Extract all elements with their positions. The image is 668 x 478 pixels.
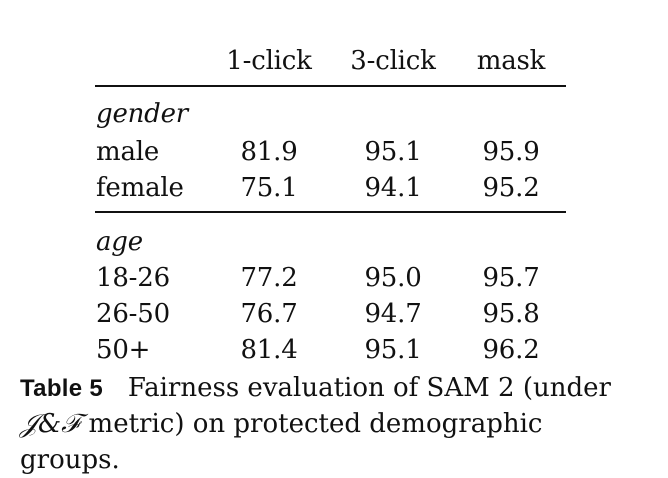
table-caption-line-1: Table 5 Fairness evaluation of SAM 2 (un… (20, 370, 650, 407)
header-1-click: 1-click (226, 46, 312, 76)
top-rule (95, 85, 566, 87)
table-caption-line-2: 𝒥&ℱ metric) on protected demographic gro… (20, 406, 650, 478)
cell-50-plus-1-click: 81.4 (240, 335, 298, 365)
row-label-18-26: 18-26 (96, 263, 170, 293)
cell-26-50-1-click: 76.7 (240, 299, 298, 329)
cell-male-1-click: 81.9 (240, 137, 298, 167)
cell-18-26-3-click: 95.0 (364, 263, 422, 293)
cell-male-mask: 95.9 (482, 137, 540, 167)
row-label-male: male (96, 137, 160, 167)
cell-50-plus-mask: 96.2 (482, 335, 540, 365)
header-3-click: 3-click (350, 46, 436, 76)
row-label-female: female (96, 173, 184, 203)
cell-male-3-click: 95.1 (364, 137, 422, 167)
row-label-50-plus: 50+ (96, 335, 151, 365)
caption-text-line-2: metric) on protected demographic groups. (20, 409, 543, 475)
caption-label: Table 5 (20, 375, 104, 402)
row-label-26-50: 26-50 (96, 299, 170, 329)
cell-26-50-mask: 95.8 (482, 299, 540, 329)
caption-metric-symbol: 𝒥&ℱ (20, 409, 81, 439)
header-mask: mask (476, 46, 546, 76)
caption-text-line-1: Fairness evaluation of SAM 2 (under (127, 373, 611, 403)
section-gender-heading: gender (96, 99, 189, 129)
cell-18-26-mask: 95.7 (482, 263, 540, 293)
section-rule (95, 211, 566, 213)
section-age-heading: age (96, 227, 143, 257)
cell-female-1-click: 75.1 (240, 173, 298, 203)
cell-female-3-click: 94.1 (364, 173, 422, 203)
cell-26-50-3-click: 94.7 (364, 299, 422, 329)
cell-50-plus-3-click: 95.1 (364, 335, 422, 365)
cell-female-mask: 95.2 (482, 173, 540, 203)
fairness-table: 1-click 3-click mask gender male 81.9 95… (95, 46, 566, 365)
cell-18-26-1-click: 77.2 (240, 263, 298, 293)
